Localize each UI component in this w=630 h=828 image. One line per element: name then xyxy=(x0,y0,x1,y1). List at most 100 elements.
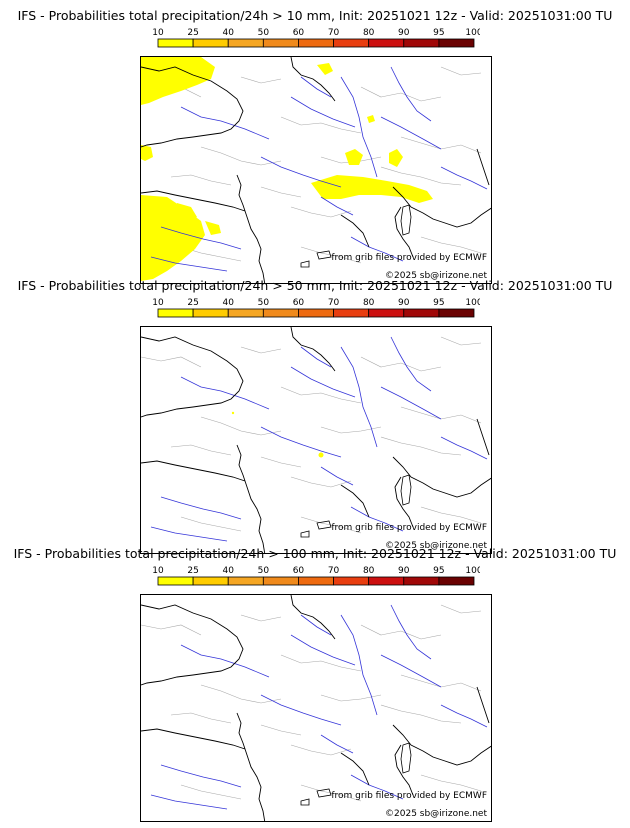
scale-swatch xyxy=(368,308,405,318)
panel-50mm: IFS - Probabilities total precipitation/… xyxy=(0,278,630,554)
scale-tick-label: 70 xyxy=(328,298,340,308)
rivers xyxy=(150,66,488,272)
scale-tick-label: 40 xyxy=(222,28,234,38)
scale-tick-label: 50 xyxy=(258,298,270,308)
scale-tick-label: 10 xyxy=(152,298,164,308)
color-scale: 10 25 40 50 60 70 80 90 95 100 xyxy=(152,298,480,318)
corsica xyxy=(400,474,412,506)
copyright: ©2025 sb@irizone.net xyxy=(385,271,487,281)
scale-tick-label: 90 xyxy=(398,28,410,38)
scale-tick-label: 70 xyxy=(328,28,340,38)
probability-area xyxy=(311,175,433,203)
scale-swatch xyxy=(227,576,264,586)
panel-title: IFS - Probabilities total precipitation/… xyxy=(17,8,613,23)
scale-swatch xyxy=(262,308,299,318)
scale-swatch xyxy=(192,308,229,318)
map-view: from grib files provided by ECMWF ©2025 … xyxy=(140,594,492,822)
scale-swatch xyxy=(192,576,229,586)
balearic-islands xyxy=(300,520,332,538)
probability-area xyxy=(367,115,375,123)
probability-area xyxy=(205,221,221,235)
corsica xyxy=(400,204,412,236)
color-scale: 10 25 40 50 60 70 80 90 95 100 xyxy=(152,566,480,586)
scale-swatch xyxy=(368,38,405,48)
scale-swatch xyxy=(157,38,194,48)
scale-swatch xyxy=(298,576,334,586)
scale-swatch xyxy=(438,576,475,586)
scale-swatch xyxy=(157,576,194,586)
source-credit: from grib files provided by ECMWF xyxy=(331,253,487,263)
scale-tick-label: 95 xyxy=(433,566,444,576)
scale-tick-label: 60 xyxy=(293,566,305,576)
scale-tick-label: 40 xyxy=(222,566,234,576)
panel-title: IFS - Probabilities total precipitation/… xyxy=(13,546,617,561)
scale-swatch xyxy=(157,308,194,318)
coastline xyxy=(141,327,491,553)
scale-swatch xyxy=(262,38,299,48)
scale-tick-label: 40 xyxy=(222,298,234,308)
scale-tick-label: 25 xyxy=(187,28,198,38)
scale-swatch xyxy=(368,576,405,586)
probability-area xyxy=(345,149,363,165)
balearic-islands xyxy=(300,250,332,268)
coastline xyxy=(141,595,491,821)
scale-tick-label: 100 xyxy=(465,298,480,308)
color-scale: 10 25 40 50 60 70 80 90 95 100 xyxy=(152,28,480,48)
panel-title: IFS - Probabilities total precipitation/… xyxy=(17,278,613,293)
scale-swatch xyxy=(298,38,334,48)
scale-tick-label: 95 xyxy=(433,28,444,38)
probability-area xyxy=(141,57,215,105)
scale-tick-label: 25 xyxy=(187,566,198,576)
scale-swatch xyxy=(227,308,264,318)
copyright: ©2025 sb@irizone.net xyxy=(385,809,487,819)
scale-swatch xyxy=(192,38,229,48)
scale-swatch xyxy=(227,38,264,48)
scale-tick-label: 90 xyxy=(398,566,410,576)
scale-swatch xyxy=(333,308,370,318)
probability-area xyxy=(389,149,403,167)
probability-area xyxy=(141,195,205,281)
scale-tick-label: 80 xyxy=(363,298,375,308)
scale-tick-label: 90 xyxy=(398,298,410,308)
scale-tick-label: 25 xyxy=(187,298,198,308)
probability-area xyxy=(231,411,235,415)
scale-swatch xyxy=(403,308,440,318)
balearic-islands xyxy=(300,788,332,806)
rivers xyxy=(150,336,488,542)
corsica xyxy=(400,742,412,774)
probability-area xyxy=(318,452,324,458)
panel-100mm: IFS - Probabilities total precipitation/… xyxy=(0,546,630,822)
coastline xyxy=(141,57,491,283)
admin-borders xyxy=(141,604,482,802)
source-credit: from grib files provided by ECMWF xyxy=(331,791,487,801)
scale-swatch xyxy=(403,576,440,586)
probability-area xyxy=(141,145,153,161)
admin-borders xyxy=(141,336,482,534)
scale-swatch xyxy=(333,576,370,586)
scale-tick-label: 50 xyxy=(258,566,270,576)
map-view: from grib files provided by ECMWF ©2025 … xyxy=(140,56,492,284)
rivers xyxy=(150,604,488,810)
panel-10mm: IFS - Probabilities total precipitation/… xyxy=(0,8,630,284)
scale-tick-label: 60 xyxy=(293,298,305,308)
scale-tick-label: 50 xyxy=(258,28,270,38)
scale-tick-label: 100 xyxy=(465,28,480,38)
scale-tick-label: 70 xyxy=(328,566,340,576)
map-canvas xyxy=(141,595,491,821)
scale-swatch xyxy=(438,308,475,318)
scale-tick-label: 80 xyxy=(363,566,375,576)
map-canvas xyxy=(141,327,491,553)
scale-tick-label: 100 xyxy=(465,566,480,576)
map-canvas xyxy=(141,57,491,283)
source-credit: from grib files provided by ECMWF xyxy=(331,523,487,533)
scale-tick-label: 95 xyxy=(433,298,444,308)
scale-tick-label: 10 xyxy=(152,28,164,38)
scale-swatch xyxy=(298,308,334,318)
scale-swatch xyxy=(403,38,440,48)
probability-area xyxy=(175,203,197,223)
scale-tick-label: 10 xyxy=(152,566,164,576)
scale-swatch xyxy=(262,576,299,586)
map-view: from grib files provided by ECMWF ©2025 … xyxy=(140,326,492,554)
scale-swatch xyxy=(438,38,475,48)
probability-area xyxy=(317,63,333,75)
